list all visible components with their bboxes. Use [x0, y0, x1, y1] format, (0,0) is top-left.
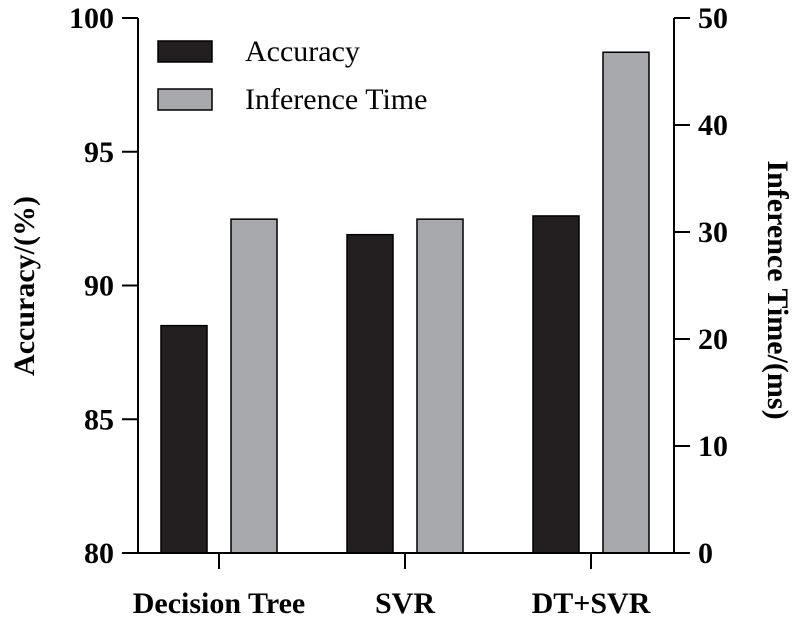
left-tick-label: 95 [84, 136, 114, 169]
left-tick-label: 90 [84, 270, 114, 303]
bar-inference-time-svr [416, 218, 464, 554]
x-category-label: DT+SVR [532, 587, 651, 620]
right-ticks-group: 0 10 20 30 40 50 [674, 2, 728, 570]
right-tick-label: 10 [698, 430, 728, 463]
x-ticks-group: Decision Tree SVR DT+SVR [133, 553, 651, 620]
x-category-label: Decision Tree [133, 587, 305, 620]
right-tick-label: 50 [698, 2, 728, 35]
bar-inference-time-decision-tree [230, 218, 278, 554]
left-ticks-group: 80 85 90 95 100 [69, 2, 138, 570]
bar-inference-time-dt-svr [602, 51, 650, 554]
bar-accuracy-svr [346, 233, 394, 554]
bar-accuracy-decision-tree [160, 324, 208, 554]
right-tick-label: 30 [698, 216, 728, 249]
legend-swatch-inference-time [157, 88, 213, 111]
left-tick-label: 80 [84, 537, 114, 570]
legend-label-accuracy: Accuracy [245, 35, 360, 68]
right-tick-label: 40 [698, 109, 728, 142]
x-category-label: SVR [375, 587, 435, 620]
left-tick-label: 100 [69, 2, 114, 35]
right-axis-title: Inference Time/(ms) [761, 160, 794, 419]
legend-label-inference-time: Inference Time [245, 83, 427, 116]
left-tick-label: 85 [84, 403, 114, 436]
bar-accuracy-dt-svr [532, 215, 580, 554]
left-axis-title: Accuracy/(%) [8, 196, 41, 376]
right-tick-label: 20 [698, 323, 728, 356]
legend: Accuracy Inference Time [157, 35, 427, 116]
legend-swatch-accuracy [157, 40, 213, 63]
bars-group [160, 51, 650, 554]
right-tick-label: 0 [698, 537, 713, 570]
